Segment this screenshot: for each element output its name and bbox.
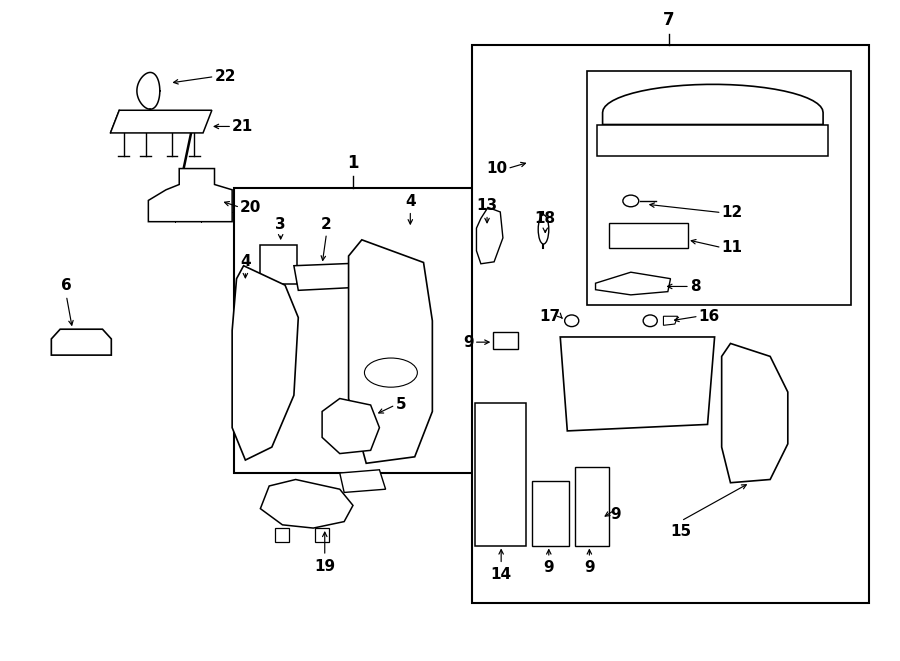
Text: 8: 8 <box>690 279 700 294</box>
Text: 7: 7 <box>663 11 674 29</box>
Text: 4: 4 <box>405 194 416 209</box>
Text: 1: 1 <box>347 154 359 172</box>
Polygon shape <box>663 316 678 325</box>
Text: 2: 2 <box>321 217 332 232</box>
Text: 9: 9 <box>544 561 554 576</box>
Text: 14: 14 <box>491 567 512 582</box>
Bar <box>472 46 869 603</box>
Polygon shape <box>476 208 503 264</box>
Ellipse shape <box>644 315 657 327</box>
Ellipse shape <box>538 215 549 244</box>
Bar <box>234 188 481 473</box>
Text: 9: 9 <box>584 561 595 576</box>
Bar <box>575 467 608 545</box>
Text: 10: 10 <box>486 161 508 176</box>
Text: 16: 16 <box>698 309 720 324</box>
Bar <box>587 71 851 305</box>
Polygon shape <box>322 399 380 453</box>
Polygon shape <box>260 479 353 528</box>
Text: 9: 9 <box>464 334 473 350</box>
Polygon shape <box>148 169 232 221</box>
Bar <box>260 245 297 284</box>
Text: 3: 3 <box>275 217 286 232</box>
Polygon shape <box>560 337 715 431</box>
Text: 4: 4 <box>240 254 251 269</box>
Text: 9: 9 <box>610 507 621 522</box>
Polygon shape <box>722 344 788 483</box>
Text: 11: 11 <box>722 240 742 255</box>
Polygon shape <box>275 528 290 542</box>
Text: 12: 12 <box>722 205 742 220</box>
Ellipse shape <box>564 315 579 327</box>
Polygon shape <box>596 272 670 295</box>
Polygon shape <box>340 470 385 492</box>
Text: 19: 19 <box>314 559 336 574</box>
Polygon shape <box>603 85 824 124</box>
Bar <box>608 223 688 248</box>
Bar <box>474 403 526 545</box>
Polygon shape <box>111 110 212 133</box>
Bar <box>598 124 828 155</box>
Polygon shape <box>294 263 362 290</box>
Bar <box>532 481 569 545</box>
Text: 21: 21 <box>232 119 254 134</box>
Text: 22: 22 <box>214 69 236 84</box>
Ellipse shape <box>623 195 639 207</box>
Polygon shape <box>348 240 432 463</box>
Polygon shape <box>232 266 298 460</box>
Text: 6: 6 <box>61 278 72 293</box>
Text: 18: 18 <box>535 211 556 225</box>
Text: 20: 20 <box>240 200 262 215</box>
Text: 13: 13 <box>476 198 498 213</box>
Bar <box>493 332 518 348</box>
Polygon shape <box>51 329 112 355</box>
Text: 17: 17 <box>539 309 560 324</box>
Ellipse shape <box>364 358 418 387</box>
Text: 15: 15 <box>670 524 691 539</box>
Polygon shape <box>315 528 329 542</box>
Text: 5: 5 <box>395 397 406 412</box>
